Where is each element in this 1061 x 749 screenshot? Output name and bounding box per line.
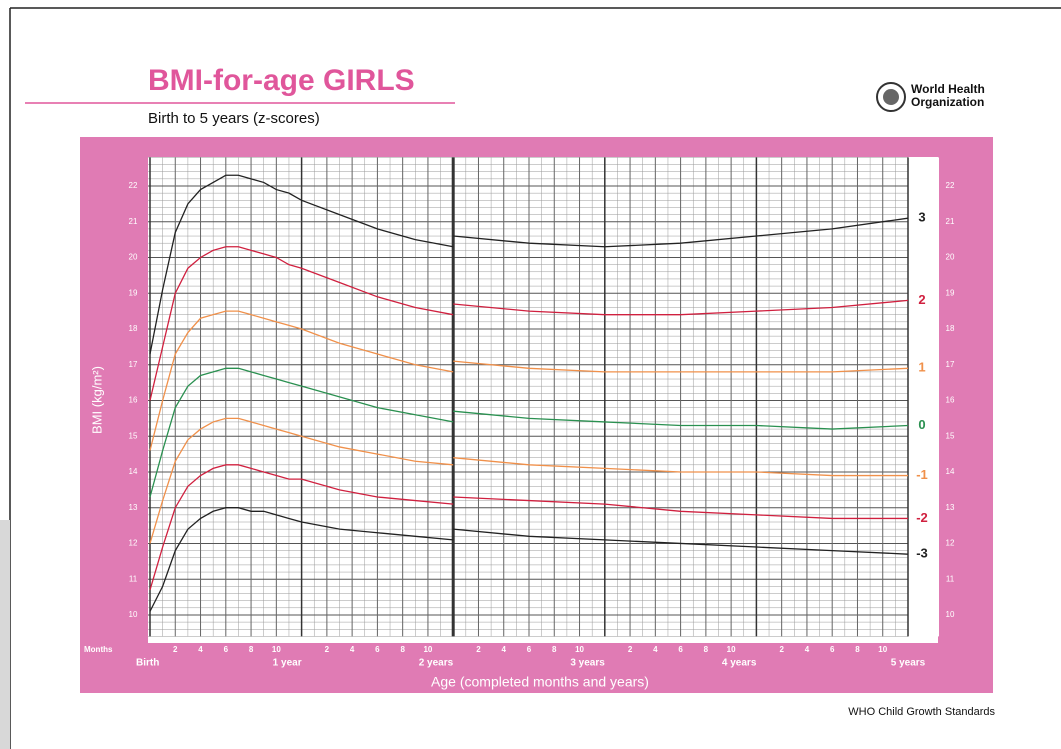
logo-text: Organization xyxy=(911,95,984,109)
y-tick-label: 14 xyxy=(946,467,955,476)
x-tick-label: 2 xyxy=(779,645,784,654)
x-tick-label: 10 xyxy=(575,645,584,654)
x-tick-label: 2 xyxy=(325,645,330,654)
x-tick-label: 6 xyxy=(678,645,683,654)
x-tick-label: 4 years xyxy=(722,658,757,669)
x-tick-label: 10 xyxy=(878,645,887,654)
y-tick-label: 22 xyxy=(946,181,955,190)
y-tick-label: 21 xyxy=(129,217,138,226)
logo-globe xyxy=(883,89,899,105)
series-label: 2 xyxy=(918,292,925,307)
series-label: 0 xyxy=(918,417,925,432)
series-label: -2 xyxy=(916,510,928,525)
x-tick-label: 8 xyxy=(855,645,860,654)
x-tick-label: 10 xyxy=(423,645,432,654)
series-label: -1 xyxy=(916,467,928,482)
x-tick-label: 8 xyxy=(704,645,709,654)
y-tick-label: 21 xyxy=(946,217,955,226)
y-tick-label: 15 xyxy=(946,431,955,440)
x-tick-label: 2 xyxy=(173,645,178,654)
y-tick-label: 22 xyxy=(129,181,138,190)
y-tick-label: 18 xyxy=(946,324,955,333)
series-line xyxy=(149,367,909,498)
logo-text: World Health xyxy=(911,82,985,96)
y-tick-label: 20 xyxy=(946,253,955,262)
x-tick-label: 3 years xyxy=(570,658,605,669)
x-tick-label: 4 xyxy=(198,645,203,654)
y-tick-label: 16 xyxy=(129,396,138,405)
shadow xyxy=(0,520,10,749)
months-caption: Months xyxy=(84,645,113,654)
y-tick-label: 15 xyxy=(129,431,138,440)
y-tick-label: 18 xyxy=(129,324,138,333)
grid xyxy=(148,157,909,637)
x-tick-label: 6 xyxy=(224,645,229,654)
x-tick-label: 8 xyxy=(400,645,405,654)
x-tick-label: 1 year xyxy=(273,658,302,669)
x-tick-label: 4 xyxy=(653,645,658,654)
y-tick-label: 17 xyxy=(946,360,955,369)
x-axis-label: Age (completed months and years) xyxy=(431,674,649,690)
x-tick-label: 6 xyxy=(375,645,380,654)
x-tick-label: 2 years xyxy=(419,658,454,669)
series-label: 3 xyxy=(918,210,925,225)
y-tick-label: 13 xyxy=(129,503,138,512)
subtitle: Birth to 5 years (z-scores) xyxy=(148,110,320,127)
x-tick-label: 2 xyxy=(476,645,481,654)
x-tick-label: 5 years xyxy=(891,658,926,669)
x-tick-label: 6 xyxy=(527,645,532,654)
x-tick-label: 10 xyxy=(272,645,281,654)
x-tick-label: 10 xyxy=(727,645,736,654)
y-tick-label: 19 xyxy=(946,288,955,297)
source: WHO Child Growth Standards xyxy=(848,706,995,718)
x-tick-label: 8 xyxy=(249,645,254,654)
x-tick-label: 6 xyxy=(830,645,835,654)
logo xyxy=(876,82,906,112)
chart-title: BMI-for-age GIRLS xyxy=(148,64,415,97)
x-tick-label: Birth xyxy=(136,658,159,669)
y-tick-label: 12 xyxy=(129,539,138,548)
y-tick-label: 12 xyxy=(946,539,955,548)
x-tick-label: 2 xyxy=(628,645,633,654)
series-line xyxy=(149,174,909,355)
y-tick-label: 14 xyxy=(129,467,138,476)
y-tick-label: 17 xyxy=(129,360,138,369)
y-tick-label: 16 xyxy=(946,396,955,405)
series-label: -3 xyxy=(916,546,928,561)
y-tick-label: 10 xyxy=(129,610,138,619)
x-tick-label: 4 xyxy=(350,645,355,654)
y-tick-label: 11 xyxy=(946,574,955,583)
y-tick-label: 11 xyxy=(129,574,138,583)
z-label-column xyxy=(909,157,939,637)
y-tick-label: 10 xyxy=(946,610,955,619)
series-label: 1 xyxy=(918,360,925,375)
y-axis-label: BMI (kg/m²) xyxy=(89,366,104,434)
series-line xyxy=(149,417,908,544)
x-tick-label: 8 xyxy=(552,645,557,654)
series-line xyxy=(149,507,909,612)
series-line xyxy=(149,464,908,591)
y-tick-label: 13 xyxy=(946,503,955,512)
y-tick-label: 19 xyxy=(129,288,138,297)
x-tick-label: 4 xyxy=(805,645,810,654)
y-tick-label: 20 xyxy=(129,253,138,262)
logo-globe xyxy=(876,82,906,112)
series-line xyxy=(149,310,909,451)
x-tick-label: 4 xyxy=(502,645,507,654)
series-line xyxy=(149,246,909,401)
